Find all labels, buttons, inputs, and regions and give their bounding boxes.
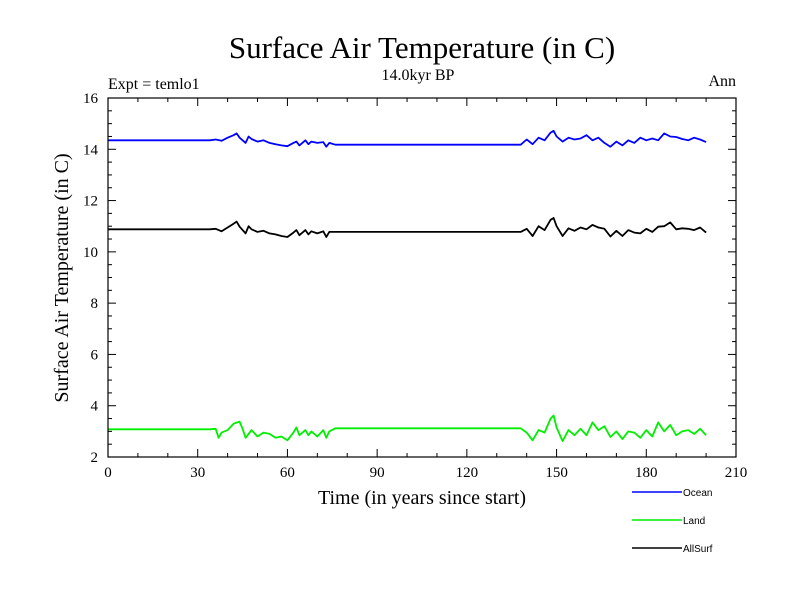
x-tick-label: 90 — [370, 465, 385, 481]
series-line-ocean — [108, 129, 707, 148]
y-tick-label: 4 — [91, 399, 99, 415]
ticks-layer: 0 30 60 90 120 150 180 210 2 4 6 8 10 12 14 16 — [83, 91, 747, 481]
season-label: Ann — [708, 73, 736, 90]
legend-label-allsurf: AllSurf — [683, 544, 713, 555]
legend-label-ocean: Ocean — [683, 488, 712, 499]
x-tick-label: 180 — [635, 465, 658, 481]
y-tick-label: 6 — [91, 347, 99, 363]
legend-label-land: Land — [683, 516, 705, 527]
x-tick-label: 0 — [104, 465, 112, 481]
y-tick-label: 8 — [91, 296, 99, 312]
x-tick-label: 120 — [456, 465, 479, 481]
plot-frame — [107, 97, 737, 458]
y-tick-label: 2 — [91, 450, 99, 466]
y-tick-label: 12 — [83, 194, 98, 210]
series-line-land — [108, 414, 707, 443]
y-tick-label: 10 — [83, 245, 98, 261]
experiment-label: Expt = temlo1 — [108, 76, 200, 93]
legend: Ocean Land AllSurf — [632, 488, 713, 555]
x-tick-label: 30 — [190, 465, 205, 481]
series-layer — [108, 129, 707, 443]
chart-title: Surface Air Temperature (in C) — [229, 30, 615, 65]
x-tick-label: 150 — [545, 465, 568, 481]
series-line-allsurf — [108, 217, 707, 238]
y-tick-label: 16 — [83, 91, 99, 107]
y-tick-label: 14 — [83, 142, 99, 158]
y-axis-label: Surface Air Temperature (in C) — [51, 153, 73, 402]
chart-subtitle: 14.0kyr BP — [382, 67, 455, 84]
x-tick-label: 210 — [725, 465, 748, 481]
x-tick-label: 60 — [280, 465, 295, 481]
x-axis-label: Time (in years since start) — [318, 487, 526, 509]
